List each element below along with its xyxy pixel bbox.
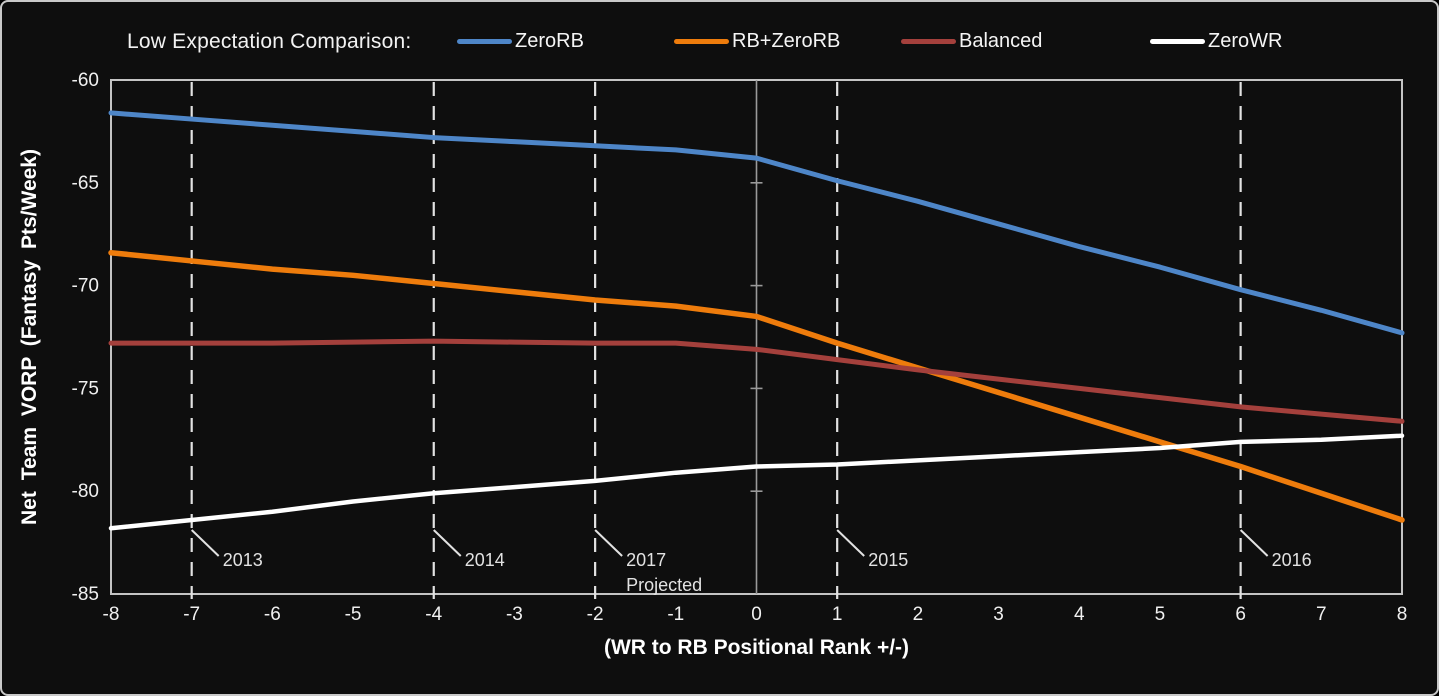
- legend-title: Low Expectation Comparison:: [127, 30, 412, 53]
- x-tick-label: 4: [1074, 604, 1085, 625]
- x-tick-label: 0: [751, 604, 762, 625]
- x-tick-label: 3: [993, 604, 1004, 625]
- x-tick-label: -4: [425, 604, 442, 625]
- y-tick-label: -85: [72, 584, 99, 605]
- legend-item-rbzerorb[interactable]: RB+ZeroRB: [674, 30, 840, 53]
- annotation-leader-2016: [1239, 529, 1269, 557]
- x-tick-label: -2: [587, 604, 604, 625]
- legend-item-label: ZeroWR: [1208, 30, 1283, 52]
- annotation-label-2016: 2016: [1272, 550, 1312, 570]
- legend: Low Expectation Comparison: ZeroRB RB+Ze…: [2, 2, 1437, 62]
- annotation-leader-2013: [190, 529, 220, 557]
- x-axis-title: (WR to RB Positional Rank +/-): [604, 636, 909, 659]
- legend-item-label: RB+ZeroRB: [732, 30, 841, 52]
- annotation-leader-2017: [594, 529, 623, 557]
- x-tick-label: 1: [832, 604, 843, 625]
- y-axis-title: Net Team VORP (Fantasy Pts/Week): [18, 149, 41, 525]
- annotation-leader-2014: [433, 529, 462, 557]
- series-line-ZeroWR[interactable]: [108, 433, 1405, 531]
- legend-item-label: Balanced: [959, 30, 1043, 52]
- legend-item-balanced[interactable]: Balanced: [901, 30, 1042, 53]
- rbzerorb-line-swatch-icon: [674, 39, 729, 44]
- annotation-label-2017: Projected: [626, 575, 702, 595]
- x-tick-label: -6: [264, 604, 281, 625]
- x-tick-label: -5: [345, 604, 362, 625]
- x-tick-label: 6: [1235, 604, 1246, 625]
- legend-item-zerowr[interactable]: ZeroWR: [1150, 30, 1282, 53]
- legend-item-label: ZeroRB: [515, 30, 584, 52]
- y-tick-label: -65: [72, 173, 99, 194]
- annotation-leader-2015: [836, 529, 865, 557]
- x-tick-label: 2: [913, 604, 924, 625]
- legend-item-zerorb[interactable]: ZeroRB: [457, 30, 584, 53]
- zerowr-line-swatch-icon: [1150, 39, 1205, 44]
- x-tick-label: -8: [103, 604, 120, 625]
- annotation-label-2013: 2013: [223, 550, 263, 570]
- x-tick-label: -7: [183, 604, 200, 625]
- balanced-line-swatch-icon: [901, 39, 956, 44]
- series-line-Balanced[interactable]: [108, 338, 1405, 424]
- x-tick-label: -1: [667, 604, 684, 625]
- annotation-label-2014: 2014: [465, 550, 505, 570]
- x-tick-label: 7: [1316, 604, 1327, 625]
- x-tick-label: 8: [1397, 604, 1408, 625]
- annotation-label-2015: 2015: [868, 550, 908, 570]
- zerorb-line-swatch-icon: [457, 39, 512, 44]
- x-tick-label: 5: [1155, 604, 1166, 625]
- series-line-RB+ZeroRB[interactable]: [108, 249, 1405, 523]
- y-tick-label: -60: [72, 70, 99, 91]
- y-tick-label: -80: [72, 481, 99, 502]
- x-tick-label: -3: [506, 604, 523, 625]
- y-tick-label: -75: [72, 378, 99, 399]
- y-tick-label: -70: [72, 276, 99, 297]
- annotation-label-2017: 2017: [626, 550, 666, 570]
- series-line-ZeroRB[interactable]: [108, 110, 1405, 336]
